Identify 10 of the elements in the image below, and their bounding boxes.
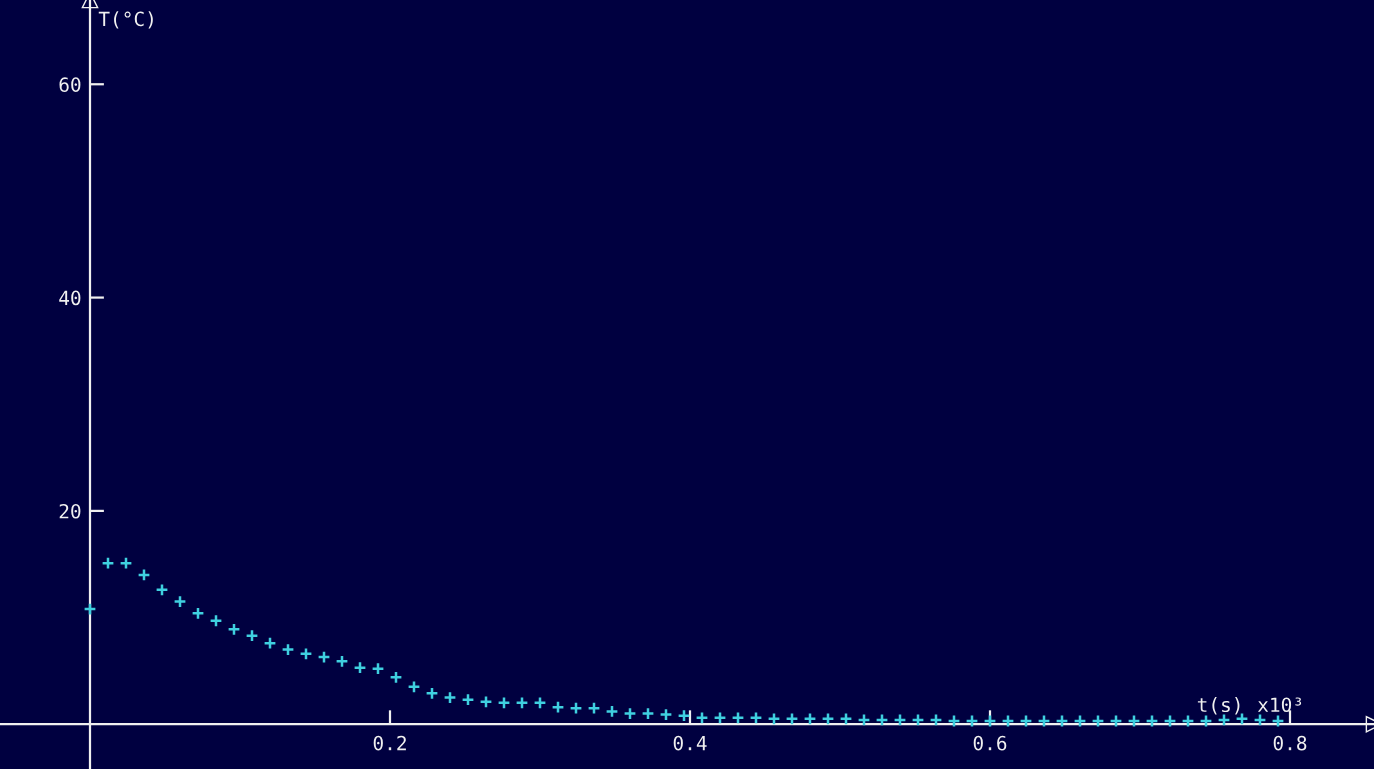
- y-axis-title: T(°C): [98, 11, 153, 29]
- x-tick-label: 0.6: [973, 735, 1007, 751]
- annotation: x10³: [1257, 697, 1302, 713]
- x-tick-label: 0.2: [373, 735, 406, 751]
- y-tick-label: 20: [59, 503, 81, 519]
- x-tick-label: 0.4: [673, 735, 707, 751]
- x-tick-label: 0.8: [1273, 735, 1307, 751]
- y-tick-label: 60: [59, 77, 81, 92]
- y-tick-label: 40: [59, 290, 81, 306]
- x-axis-title: t(s): [1197, 697, 1240, 715]
